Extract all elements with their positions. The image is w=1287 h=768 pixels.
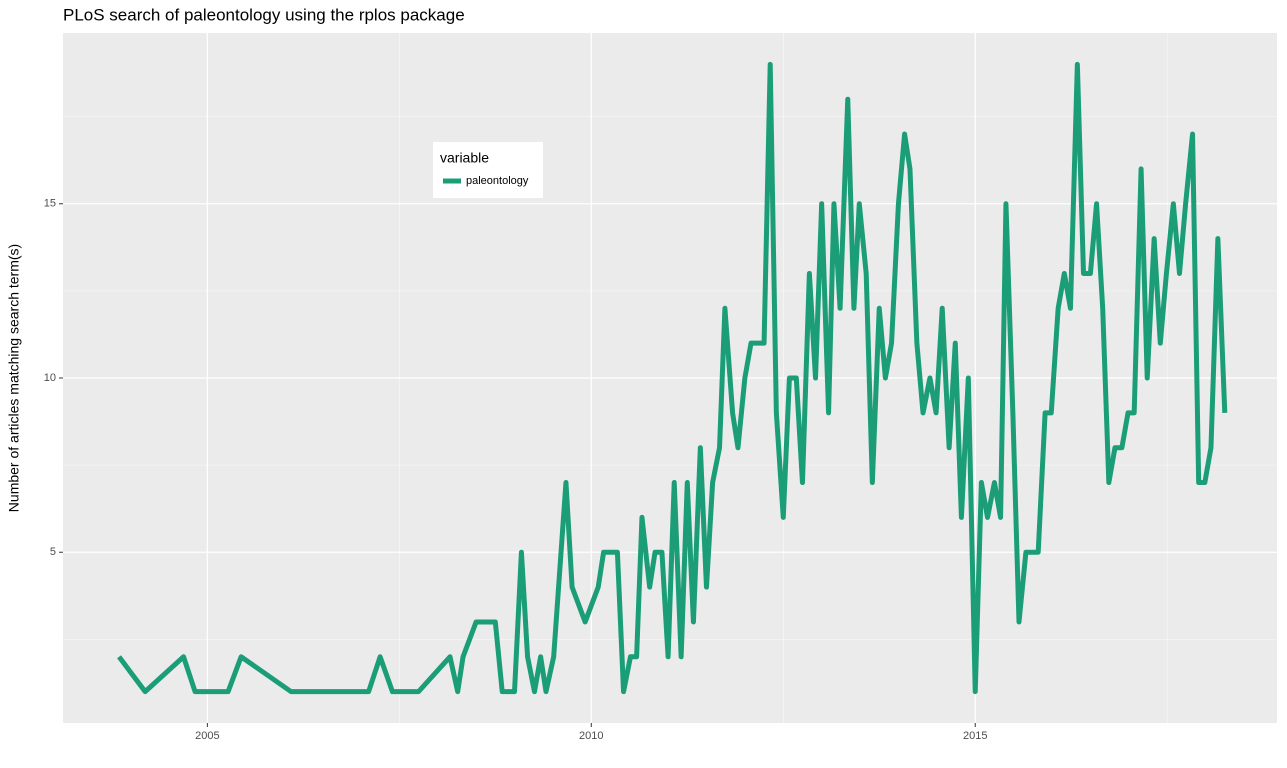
- y-tick-label: 5: [50, 546, 56, 558]
- chart-title: PLoS search of paleontology using the rp…: [63, 5, 465, 24]
- x-tick-label: 2010: [579, 730, 603, 742]
- x-tick-label: 2015: [963, 730, 987, 742]
- x-tick-label: 2005: [195, 730, 219, 742]
- line: [117, 61, 1228, 695]
- legend-title: variable: [440, 150, 489, 166]
- legend-label: paleontology: [466, 175, 529, 187]
- y-tick-label: 10: [44, 372, 56, 384]
- legend-box: [433, 142, 543, 198]
- y-tick-label: 15: [44, 198, 56, 210]
- y-axis-label: Number of articles matching search term(…: [6, 244, 22, 512]
